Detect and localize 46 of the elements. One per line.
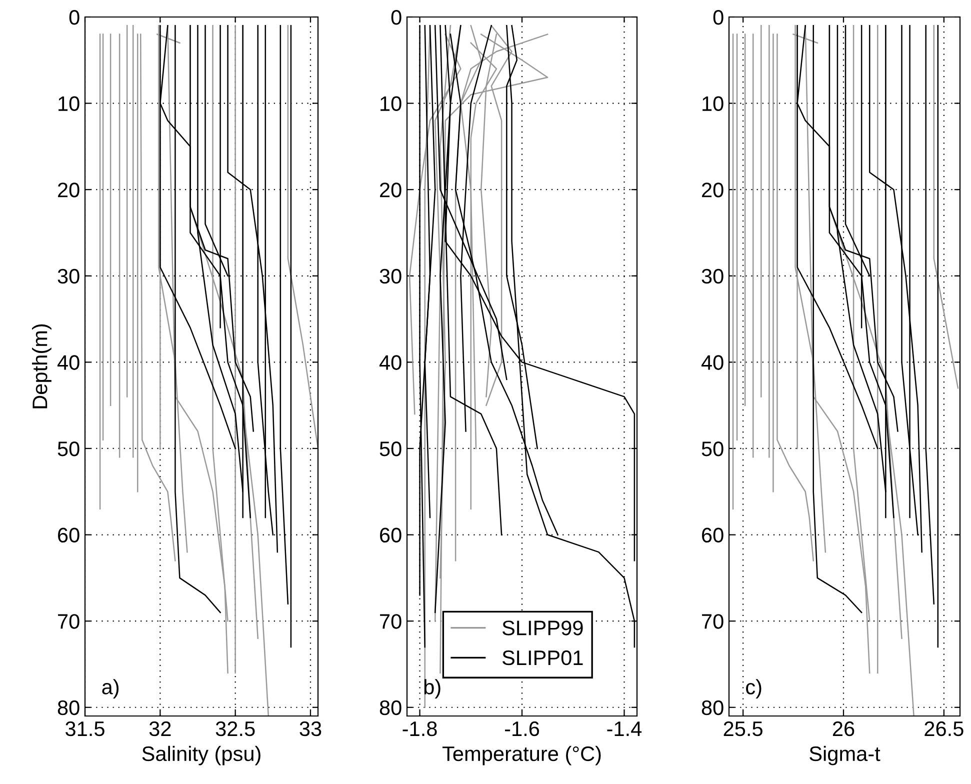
y-tick-label: 30 — [58, 268, 80, 284]
x-axis-title: Sigma-t — [810, 746, 880, 766]
annotation: c) — [746, 679, 762, 699]
y-tick-label: 40 — [57, 355, 80, 370]
x-tick-label: 31.5 — [66, 721, 104, 736]
y-tick-label: 70 — [702, 614, 724, 629]
x-tick-label: 32 — [149, 721, 171, 736]
y-tick-label: 50 — [702, 441, 724, 456]
y-tick-label: 10 — [702, 96, 724, 112]
y-tick-label: 60 — [380, 528, 402, 543]
legend-label: SLIPP01 — [502, 650, 583, 666]
y-tick-label: 40 — [379, 355, 402, 370]
x-tick-label: -1.4 — [607, 722, 642, 736]
y-tick-label: 80 — [380, 700, 402, 716]
annotation: b) — [424, 679, 440, 699]
x-axis-title: Temperature (°C) — [442, 746, 601, 766]
y-axis-title: Depth(m) — [32, 324, 52, 408]
x-axis-title: Salinity (psu) — [142, 746, 260, 766]
y-tick-label: 40 — [701, 355, 724, 370]
y-tick-label: 70 — [380, 614, 402, 629]
y-tick-label: 10 — [58, 96, 80, 112]
x-tick-label: 25.5 — [724, 721, 762, 736]
y-tick-label: 0 — [69, 10, 80, 25]
legend-label: SLIPP99 — [502, 620, 583, 636]
y-tick-label: 60 — [58, 528, 80, 543]
y-tick-label: 80 — [58, 700, 80, 716]
y-tick-label: 80 — [702, 700, 724, 716]
x-tick-label: 26.5 — [924, 721, 964, 736]
y-tick-label: 30 — [380, 268, 402, 284]
y-tick-label: 70 — [58, 614, 80, 629]
y-tick-label: 50 — [380, 441, 402, 456]
x-tick-label: -1.8 — [402, 721, 437, 736]
y-tick-label: 20 — [58, 182, 80, 198]
y-tick-label: 60 — [702, 528, 724, 543]
y-tick-label: 50 — [58, 441, 80, 456]
y-tick-label: 30 — [702, 268, 724, 284]
x-tick-label: 32.5 — [216, 721, 255, 736]
x-tick-label: 33 — [300, 721, 322, 736]
x-tick-label: -1.6 — [504, 721, 540, 736]
x-tick-label: 26 — [832, 721, 854, 736]
y-tick-label: 0 — [391, 10, 402, 25]
y-tick-label: 10 — [380, 96, 402, 112]
y-tick-label: 20 — [380, 182, 402, 198]
y-tick-label: 0 — [713, 10, 724, 25]
y-tick-label: 20 — [702, 182, 724, 198]
annotation: a) — [102, 679, 119, 699]
